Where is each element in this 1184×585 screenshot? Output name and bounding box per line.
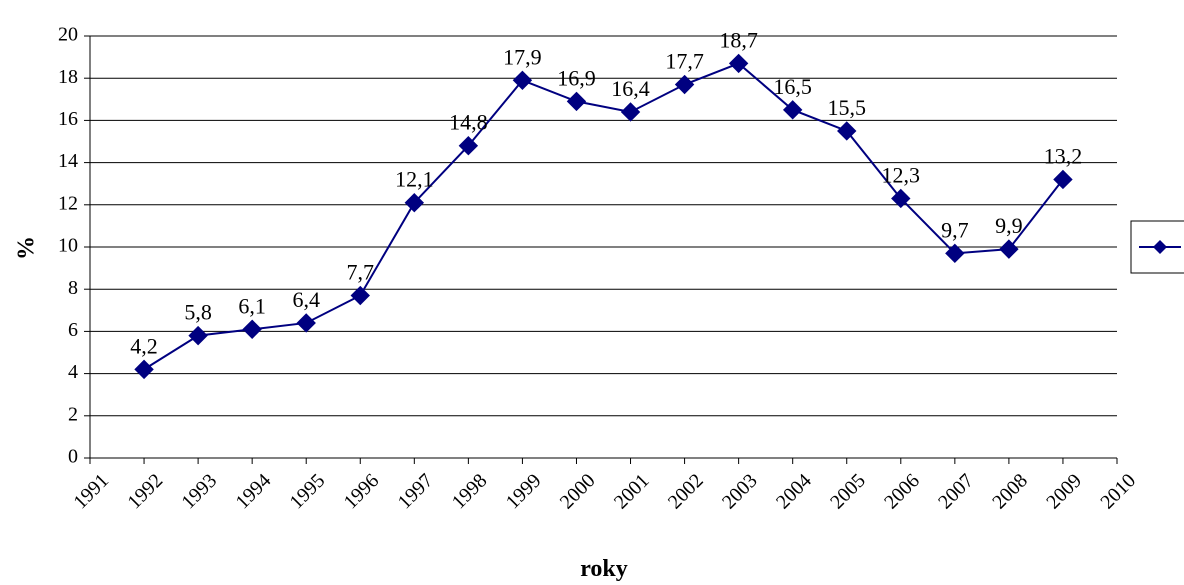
data-point-marker xyxy=(945,243,965,264)
x-tick-label: 2008 xyxy=(988,470,1032,514)
x-tick-label: 1997 xyxy=(394,470,438,514)
x-tick-label: 1998 xyxy=(448,470,492,514)
data-label: 16,9 xyxy=(557,65,596,90)
data-point-marker xyxy=(999,239,1019,259)
x-tick-label: 2007 xyxy=(934,470,978,514)
x-tick-label: 2001 xyxy=(610,470,654,514)
data-point-marker xyxy=(566,91,587,112)
x-tick-label: 1993 xyxy=(177,470,221,514)
x-tick-label: 2000 xyxy=(556,470,600,514)
x-tick-label: 1991 xyxy=(69,470,113,514)
legend-marker-sample xyxy=(1153,240,1167,254)
y-tick-label: 12 xyxy=(58,192,78,214)
y-tick-label: 8 xyxy=(68,277,78,299)
x-tick-label: 1995 xyxy=(286,470,330,514)
y-tick-label: 18 xyxy=(58,66,78,88)
y-tick-label: 0 xyxy=(68,446,78,468)
series-line xyxy=(143,62,1064,371)
data-point-marker xyxy=(512,70,533,91)
x-tick-label: 2010 xyxy=(1096,470,1140,514)
x-tick-label: 2009 xyxy=(1042,470,1086,514)
data-label: 5,8 xyxy=(184,300,212,325)
x-tick-label: 2002 xyxy=(664,470,708,514)
data-label: 15,5 xyxy=(827,95,866,120)
data-label: 14,8 xyxy=(449,110,488,135)
data-point-marker xyxy=(674,74,695,95)
data-label: 16,5 xyxy=(773,74,812,99)
data-point-marker xyxy=(1053,169,1073,190)
grid-layer xyxy=(90,35,1117,417)
data-point-marker xyxy=(837,121,857,141)
y-tick-label: 16 xyxy=(58,108,78,130)
data-label: 18,7 xyxy=(719,27,758,52)
data-point-marker xyxy=(620,102,641,122)
data-point-marker xyxy=(296,313,316,333)
x-tick-label: 1994 xyxy=(231,470,275,514)
data-point-marker xyxy=(242,319,262,339)
data-point-marker xyxy=(188,325,208,346)
x-tick-label: 2004 xyxy=(772,470,816,514)
data-label: 9,9 xyxy=(995,213,1023,238)
data-label: 6,4 xyxy=(292,287,320,312)
y-tick-label: 2 xyxy=(68,403,78,425)
x-tick-label: 2005 xyxy=(826,470,870,514)
data-point-marker xyxy=(728,53,749,74)
legend xyxy=(1130,220,1184,274)
y-axis-title: % xyxy=(14,236,40,260)
y-tick-label: 4 xyxy=(68,361,78,383)
x-axis-title: roky xyxy=(580,556,628,582)
data-point-marker xyxy=(404,192,425,213)
data-label: 7,7 xyxy=(347,260,375,285)
data-label: 17,9 xyxy=(503,44,542,69)
data-label: 16,4 xyxy=(611,76,650,101)
y-tick-label: 6 xyxy=(68,319,78,341)
data-label: 4,2 xyxy=(130,333,158,358)
data-point-marker xyxy=(782,100,803,120)
x-tick-label: 1992 xyxy=(123,470,167,514)
data-point-marker xyxy=(350,285,370,306)
series-layer xyxy=(134,53,1073,380)
y-tick-label: 10 xyxy=(58,235,78,257)
data-point-marker xyxy=(891,188,911,209)
x-tick-label: 2006 xyxy=(880,470,924,514)
data-point-marker xyxy=(458,136,479,156)
x-tick-label: 2003 xyxy=(718,470,762,514)
data-label: 13,2 xyxy=(1044,143,1083,168)
x-tick-label: 1999 xyxy=(502,470,546,514)
data-label: 17,7 xyxy=(665,49,704,74)
data-label: 12,1 xyxy=(395,167,434,192)
y-tick-label: 14 xyxy=(58,150,78,172)
x-tick-label: 1996 xyxy=(340,470,384,514)
data-label: 12,3 xyxy=(882,162,921,187)
y-tick-label: 20 xyxy=(58,24,78,46)
data-label: 6,1 xyxy=(238,293,266,318)
data-label: 9,7 xyxy=(941,217,969,242)
data-labels-layer: 4,2 5,8 6,1 6,4 7,7 12,1 14,8 17,9 16,9 16,4 17,7 1… xyxy=(130,27,1082,358)
data-point-marker xyxy=(134,359,154,380)
